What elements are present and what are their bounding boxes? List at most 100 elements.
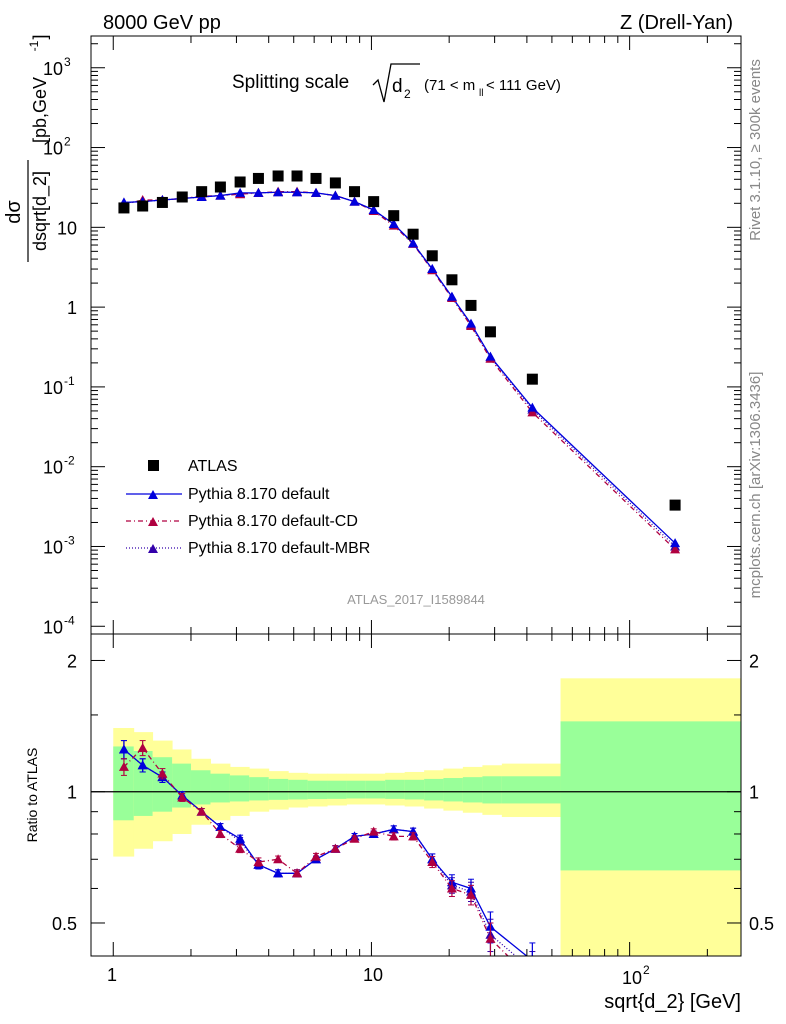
stat-uncertainty-band: [113, 746, 135, 821]
series-marker-1: [368, 204, 379, 214]
y-label-units-close: ]: [30, 34, 50, 39]
y-tick-label-top-exp: 2: [64, 135, 71, 149]
plot-title-main: Splitting scale: [232, 72, 349, 93]
stat-uncertainty-band: [443, 778, 464, 802]
ratio-marker-1: [408, 831, 419, 841]
atlas-data-point: [214, 181, 226, 193]
stat-uncertainty-band: [268, 778, 289, 800]
legend-marker-mbr: [148, 544, 158, 553]
y-tick-label-ratio: 0.5: [52, 914, 77, 934]
legend-item-default: Pythia 8.170 default: [126, 486, 330, 503]
stat-uncertainty-band: [365, 780, 386, 799]
atlas-data-point: [484, 326, 496, 338]
ratio-marker-0: [235, 833, 246, 843]
series-marker-1: [330, 190, 341, 200]
ratio-marker-0: [137, 760, 148, 770]
header-energy-label: 8000 GeV pp: [103, 12, 221, 34]
stat-uncertainty-band: [385, 779, 406, 799]
atlas-data-point: [291, 170, 303, 182]
stat-uncertainty-band: [560, 721, 741, 871]
ratio-y-axis-label: Ratio to ATLAS: [24, 748, 40, 843]
plot-title-cut: (71 < m: [424, 77, 475, 94]
series-marker-1: [485, 351, 496, 361]
ratio-plot-panel: 2 2 1 1 0.5 0.5: [52, 633, 774, 984]
atlas-data-point: [669, 499, 681, 511]
stat-uncertainty-band: [249, 777, 270, 801]
stat-uncertainty-band: [288, 779, 309, 800]
ratio-marker-1: [465, 889, 476, 899]
x-tick-label-100-sup: 2: [643, 963, 650, 977]
y-tick-label-top: 1: [67, 298, 77, 318]
ratio-plot-frame: [90, 633, 742, 957]
y-tick-label-top: 10: [43, 537, 63, 557]
atlas-data-point: [407, 228, 419, 240]
stat-uncertainty-band: [307, 780, 328, 800]
plot-title-cut-close: < 111 GeV): [486, 77, 561, 94]
y-tick-label-top-exp: -2: [64, 454, 75, 468]
y-tick-label-top: 10: [43, 458, 63, 478]
y-tick-label-ratio: 1: [67, 783, 77, 803]
x-tick-label-10: 10: [363, 965, 383, 985]
atlas-data-point: [426, 250, 438, 262]
legend-label-cd: Pythia 8.170 default-CD: [188, 513, 358, 530]
y-tick-label-ratio-right: 0.5: [749, 914, 774, 934]
atlas-data-point: [137, 200, 149, 212]
y-tick-label-top-exp: -3: [64, 533, 75, 547]
legend: ATLAS Pythia 8.170 default Pythia 8.170 …: [126, 458, 370, 557]
ratio-marker-1: [177, 792, 188, 802]
atlas-data-point: [272, 170, 284, 182]
x-tick-label-100: 10: [622, 968, 642, 988]
ratio-marker-1: [292, 868, 303, 878]
ratio-marker-1: [311, 851, 322, 861]
ratio-marker-1: [485, 933, 496, 943]
series-marker-1: [253, 187, 264, 197]
series-marker-1: [446, 291, 457, 301]
ratio-marker-0: [215, 822, 226, 832]
y-tick-label-ratio-right: 1: [749, 783, 759, 803]
y-label-numerator: dσ: [3, 200, 25, 224]
ratio-marker-0: [388, 824, 399, 834]
stat-uncertainty-band: [327, 780, 347, 799]
stat-uncertainty-band: [501, 776, 562, 804]
series-marker-1: [670, 538, 681, 548]
atlas-data-point: [176, 191, 188, 203]
stat-uncertainty-band: [190, 770, 211, 805]
atlas-data-point: [368, 196, 380, 208]
ratio-marker-1: [235, 843, 246, 853]
analysis-watermark: ATLAS_2017_I1589844: [347, 592, 485, 607]
ratio-marker-1: [273, 854, 284, 864]
sqrt-symbol: [372, 63, 420, 103]
stat-uncertainty-band: [482, 776, 503, 804]
ratio-marker-0: [273, 868, 284, 878]
header-process-label: Z (Drell-Yan): [620, 12, 733, 34]
atlas-data-point: [329, 177, 341, 189]
y-tick-label-ratio: 2: [67, 651, 77, 671]
y-tick-label-top: 10: [57, 218, 77, 238]
legend-item-mbr: Pythia 8.170 default-MBR: [126, 540, 370, 557]
ratio-marker-1: [388, 831, 399, 841]
series-marker-1: [388, 219, 399, 229]
series-marker-1: [235, 187, 246, 197]
ratio-marker-1: [118, 761, 129, 771]
plot-title-var: d: [392, 76, 403, 97]
ratio-marker-1: [137, 742, 148, 752]
ratio-marker-1: [446, 883, 457, 893]
ratio-marker-1: [196, 806, 207, 816]
ratio-plot-ticks: 2 2 1 1 0.5 0.5: [52, 634, 774, 956]
ratio-marker-1: [527, 975, 537, 984]
y-tick-label-top-exp: -1: [64, 374, 75, 388]
stat-uncertainty-band: [210, 773, 231, 803]
series-marker-1: [408, 238, 419, 248]
stat-uncertainty-band: [229, 775, 250, 802]
ratio-marker-2: [527, 965, 537, 974]
ratio-marker-1: [349, 833, 360, 843]
series-marker-1: [527, 402, 538, 412]
rivet-label: Rivet 3.1.10, ≥ 300k events: [747, 59, 764, 241]
x-axis-label: sqrt{d_2} [GeV]: [604, 991, 741, 1013]
legend-label-default: Pythia 8.170 default: [188, 486, 330, 503]
legend-item-cd: Pythia 8.170 default-CD: [126, 513, 358, 530]
plot-title-var-sub: 2: [404, 87, 411, 101]
ratio-marker-0: [118, 744, 129, 754]
y-tick-label-top: 10: [43, 59, 63, 79]
